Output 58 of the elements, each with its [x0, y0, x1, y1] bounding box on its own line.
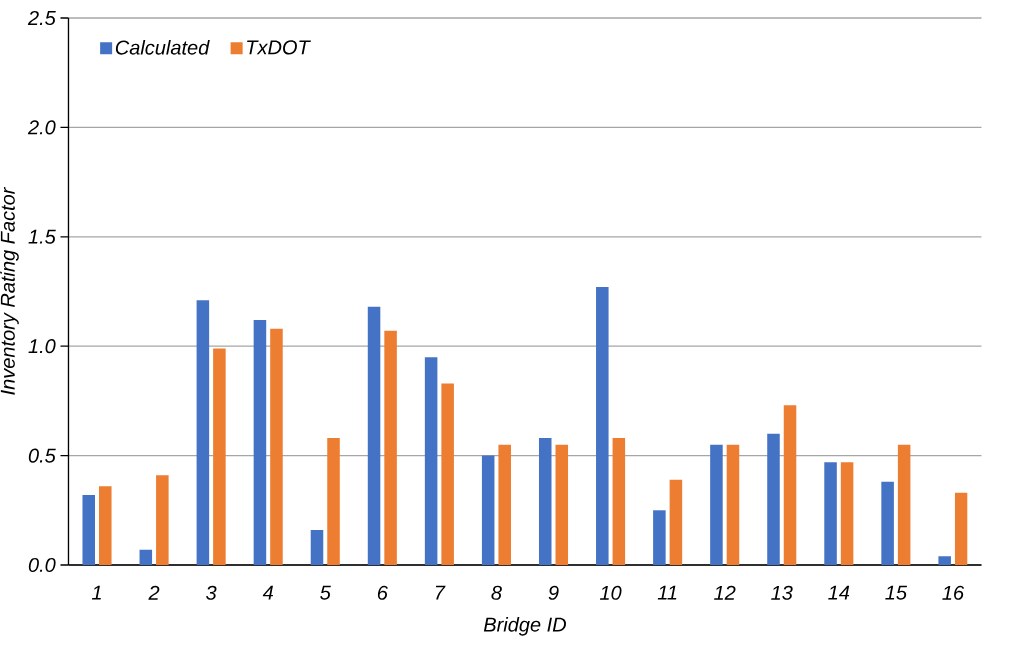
y-tick-label: 2.5	[27, 10, 56, 26]
bar	[327, 438, 340, 565]
bar	[270, 328, 283, 565]
bar	[555, 444, 569, 565]
bar	[824, 462, 837, 565]
y-axis-title: Inventory Rating Factor	[0, 186, 19, 395]
y-tick-label: 1.5	[28, 229, 56, 244]
x-tick-label: 8	[491, 585, 502, 600]
x-tick-label: 15	[885, 585, 908, 600]
y-tick-label: 0.0	[28, 557, 56, 573]
x-tick-label: 2	[148, 585, 160, 600]
bar	[424, 357, 438, 565]
x-tick-label: 13	[771, 585, 793, 600]
bar	[897, 444, 911, 565]
bar	[310, 529, 324, 565]
bar	[441, 383, 454, 565]
bar	[783, 405, 797, 565]
y-tick-label: 0.5	[28, 448, 56, 463]
bar	[196, 300, 210, 565]
bar	[82, 494, 96, 565]
x-tick-label: 11	[657, 585, 677, 600]
bar	[538, 438, 552, 565]
bar	[612, 438, 626, 565]
bar	[710, 444, 723, 565]
x-tick-label: 12	[714, 585, 736, 600]
x-tick-label: 14	[828, 585, 850, 600]
bar	[653, 510, 666, 565]
x-axis-title: Bridge ID	[483, 617, 566, 636]
bar	[881, 481, 894, 565]
bar	[767, 433, 780, 565]
x-tick-label: 3	[206, 585, 217, 600]
y-tick-label: 1.0	[28, 339, 56, 354]
legend-label: TxDOT	[247, 40, 311, 55]
legend-label: Calculated	[115, 40, 210, 55]
bar	[596, 287, 609, 565]
bar	[938, 556, 951, 565]
x-tick-label: 7	[435, 585, 446, 600]
y-tick-label: 2.0	[27, 120, 56, 135]
bar	[669, 479, 683, 565]
bar	[139, 549, 153, 565]
bar	[367, 306, 381, 565]
x-tick-label: 10	[599, 585, 622, 600]
bar	[481, 455, 495, 565]
x-tick-label: 6	[377, 585, 388, 600]
bar	[253, 319, 267, 565]
bar	[498, 444, 511, 565]
bar	[156, 475, 169, 565]
x-tick-label: 16	[942, 585, 965, 600]
x-tick-label: 4	[262, 585, 274, 600]
bar	[840, 462, 854, 565]
bar	[954, 492, 968, 565]
x-tick-label: 5	[320, 585, 331, 600]
bar	[726, 444, 740, 565]
x-tick-label: 9	[548, 585, 559, 600]
bar	[99, 486, 112, 565]
x-tick-label: 1	[91, 585, 101, 600]
bar	[384, 330, 397, 565]
bar	[213, 348, 226, 565]
